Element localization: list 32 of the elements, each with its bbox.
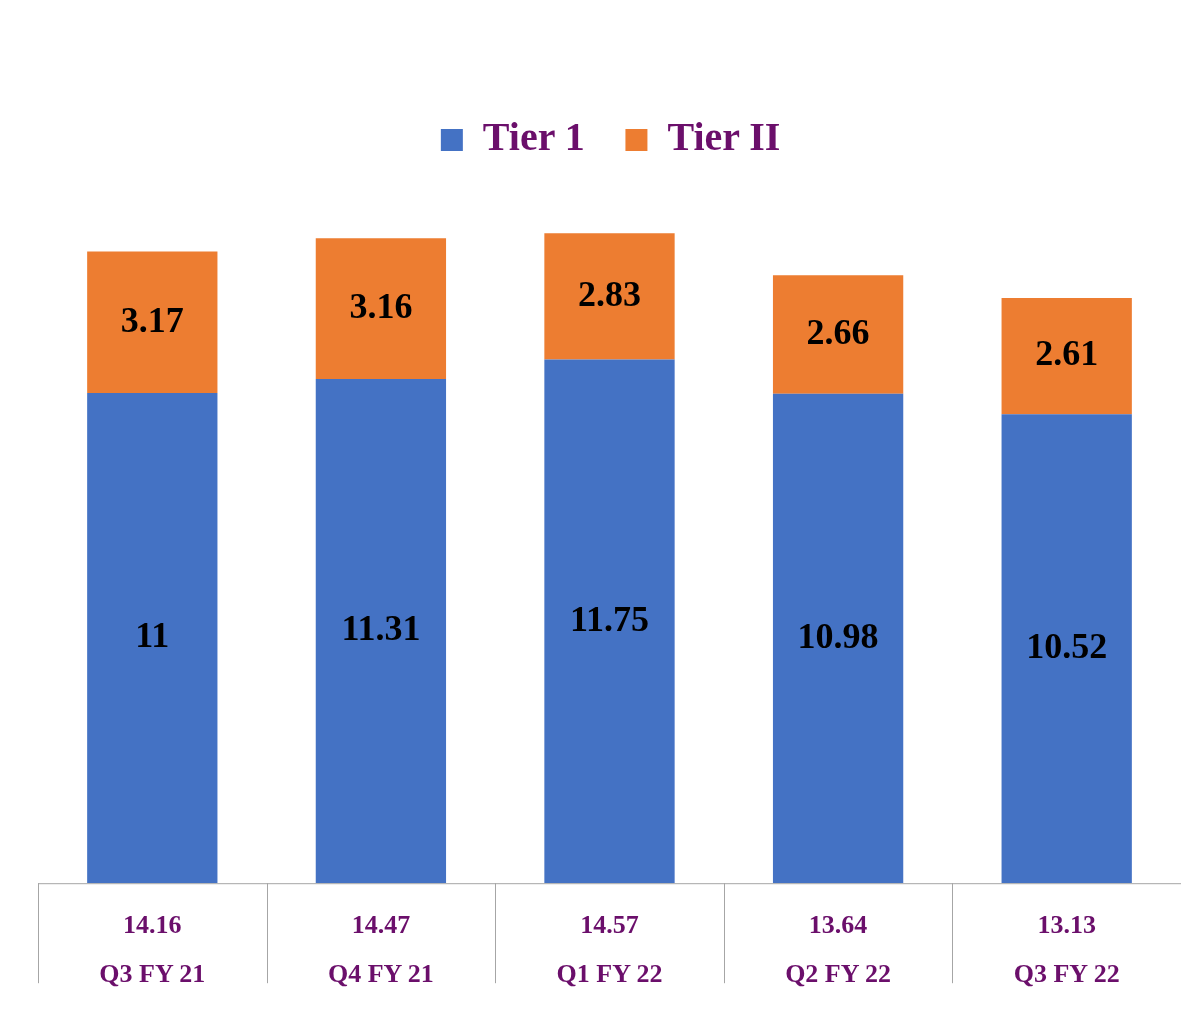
bar — [772, 275, 904, 394]
legend-label: Tier II — [667, 114, 781, 160]
data-label: 10.52 — [1026, 626, 1108, 667]
data-label: 11.31 — [341, 608, 421, 649]
data-label: 2.61 — [1035, 333, 1099, 374]
legend-label: Tier 1 — [482, 114, 585, 160]
data-label: 11 — [135, 615, 170, 656]
bar — [315, 238, 447, 380]
bar — [772, 393, 904, 884]
data-label: 3.16 — [349, 285, 413, 326]
data-label: 2.83 — [578, 273, 641, 314]
bar — [544, 359, 675, 884]
bar — [87, 251, 218, 393]
data-label: 3.17 — [120, 299, 184, 340]
x-tick-label: Q4 FY 21 — [327, 959, 434, 989]
bar — [1001, 297, 1132, 415]
total-label: 13.64 — [808, 909, 868, 939]
bar — [544, 233, 675, 360]
x-tick-label: Q2 FY 22 — [785, 959, 892, 989]
total-label: 14.47 — [351, 909, 411, 939]
data-label: 11.75 — [569, 598, 650, 639]
total-label: 14.16 — [123, 909, 182, 939]
total-label: 13.13 — [1037, 909, 1096, 939]
bar — [87, 392, 218, 884]
data-label: 2.66 — [806, 311, 870, 352]
x-tick-label: Q1 FY 22 — [556, 959, 663, 989]
bar — [315, 379, 447, 884]
x-tick-label: Q3 FY 22 — [1013, 959, 1120, 989]
bar — [1001, 414, 1132, 884]
data-label: 10.98 — [797, 615, 879, 656]
x-tick-label: Q3 FY 21 — [99, 959, 206, 989]
total-label: 14.57 — [580, 909, 639, 939]
